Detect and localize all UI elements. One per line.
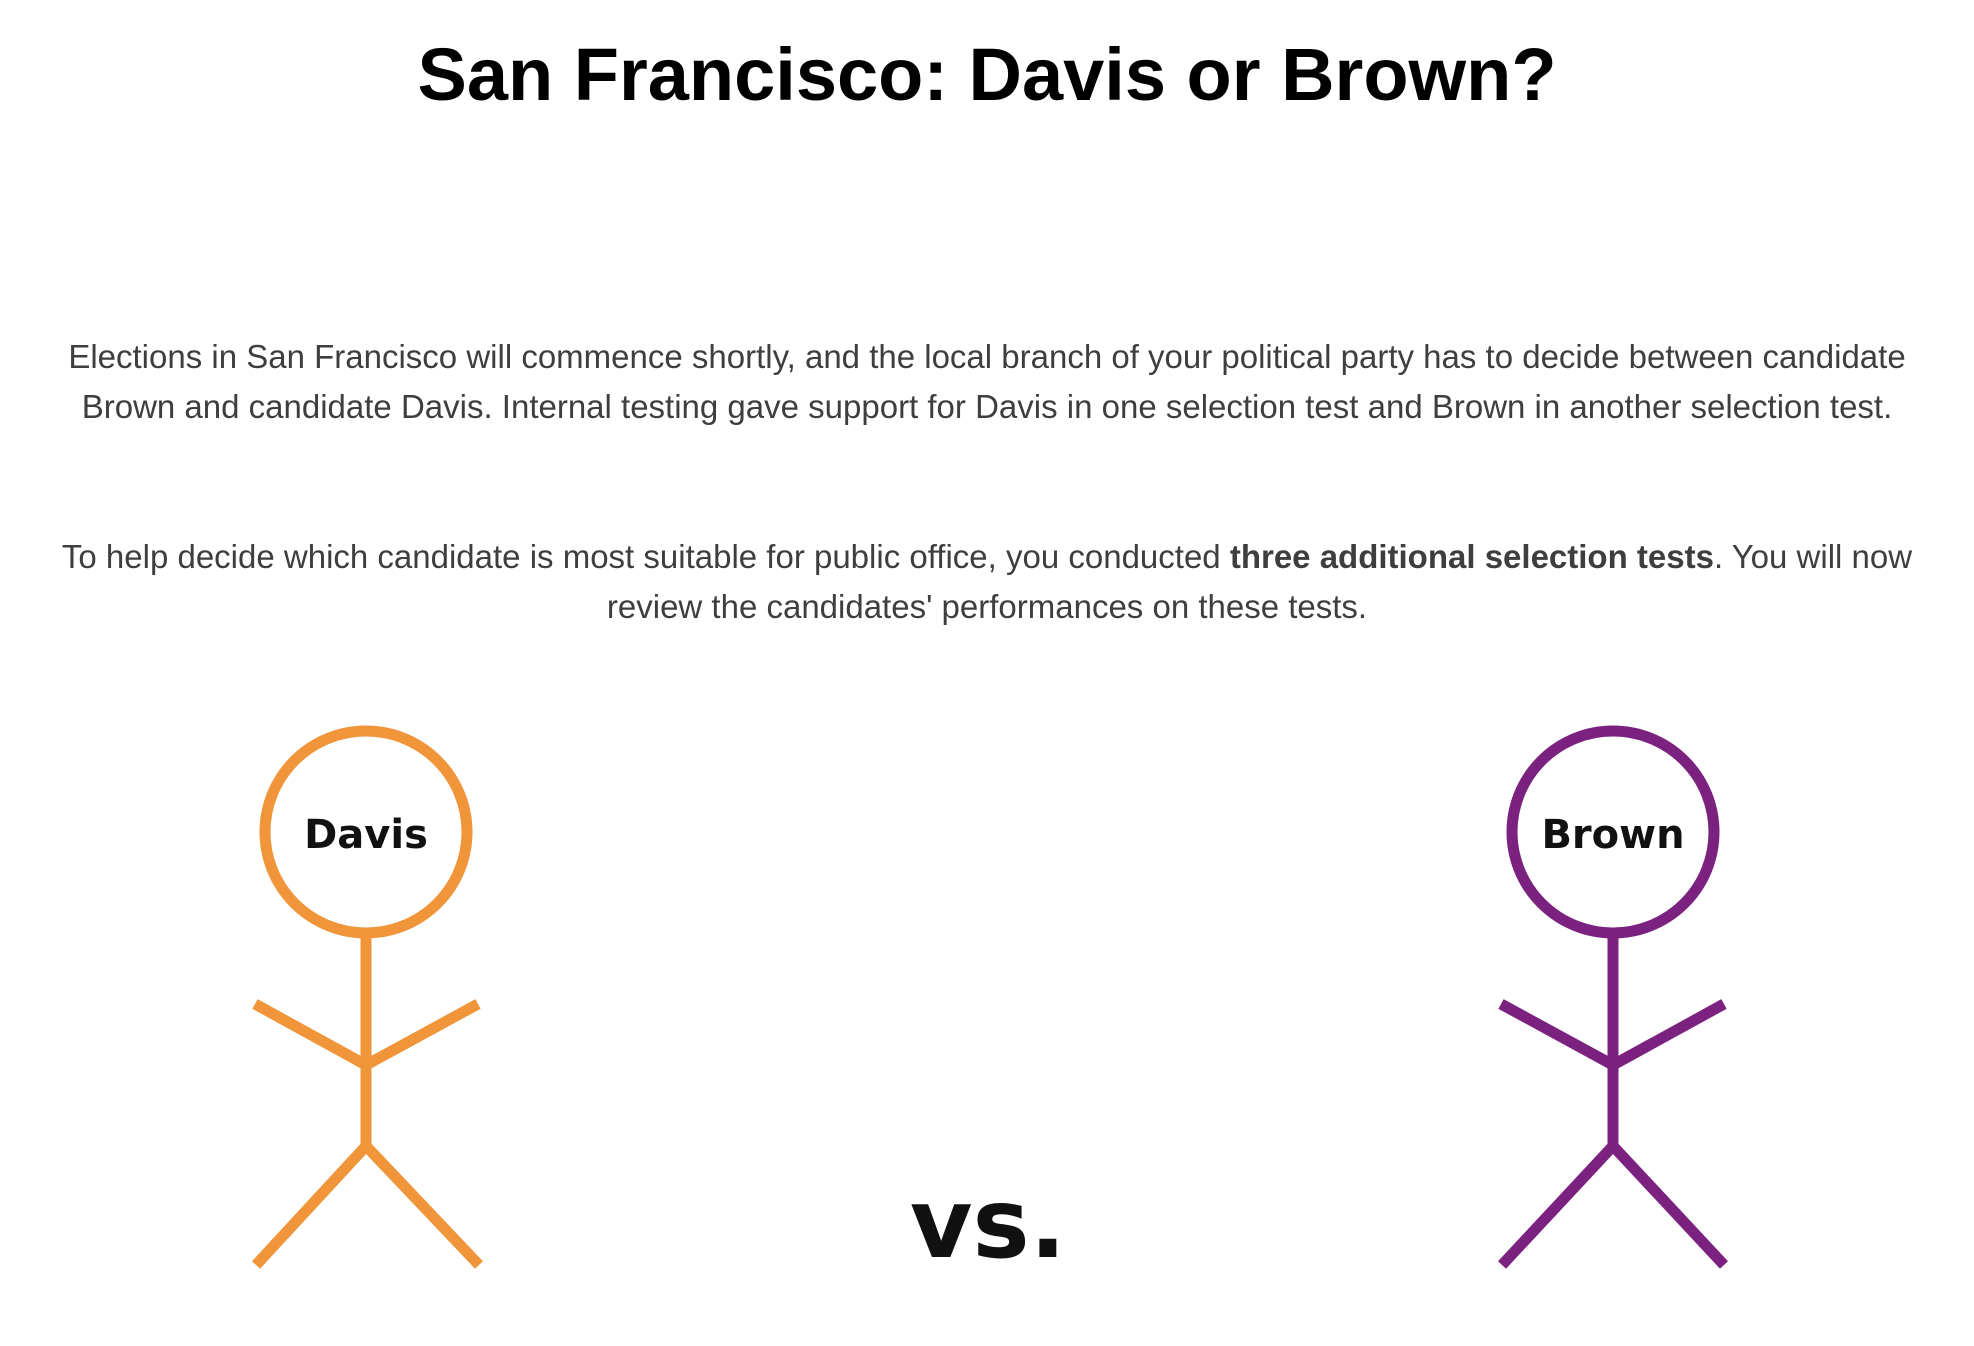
brown-stick-figure [1497, 725, 1729, 1269]
versus-label: vs. [910, 1168, 1066, 1280]
davis-left-leg [251, 1142, 371, 1269]
brown-name-label: Brown [1541, 812, 1684, 858]
brown-left-leg [1497, 1142, 1618, 1269]
instruction-text-end: . You will now review the candidates' pe… [606, 538, 1913, 625]
brown-right-arm [1610, 999, 1727, 1070]
davis-right-arm [363, 999, 481, 1070]
page-title: San Francisco: Davis or Brown? [417, 33, 1557, 116]
candidates-svg: Davis vs. Brown [251, 725, 1729, 1280]
instruction-emphasis: three additional selection tests [1229, 538, 1714, 575]
instruction-paragraph: To help decide which candidate is most s… [20, 532, 1954, 632]
davis-right-leg [362, 1142, 483, 1269]
instruction-text-start: To help decide which candidate is most s… [61, 538, 1230, 575]
davis-left-arm [252, 999, 369, 1070]
intro-paragraph: Elections in San Francisco will commence… [68, 338, 1906, 425]
brown-right-leg [1608, 1142, 1729, 1269]
brown-left-arm [1498, 999, 1616, 1070]
davis-stick-figure [251, 725, 483, 1269]
candidates-illustration: Davis vs. Brown [0, 710, 1974, 1346]
davis-name-label: Davis [304, 812, 428, 858]
